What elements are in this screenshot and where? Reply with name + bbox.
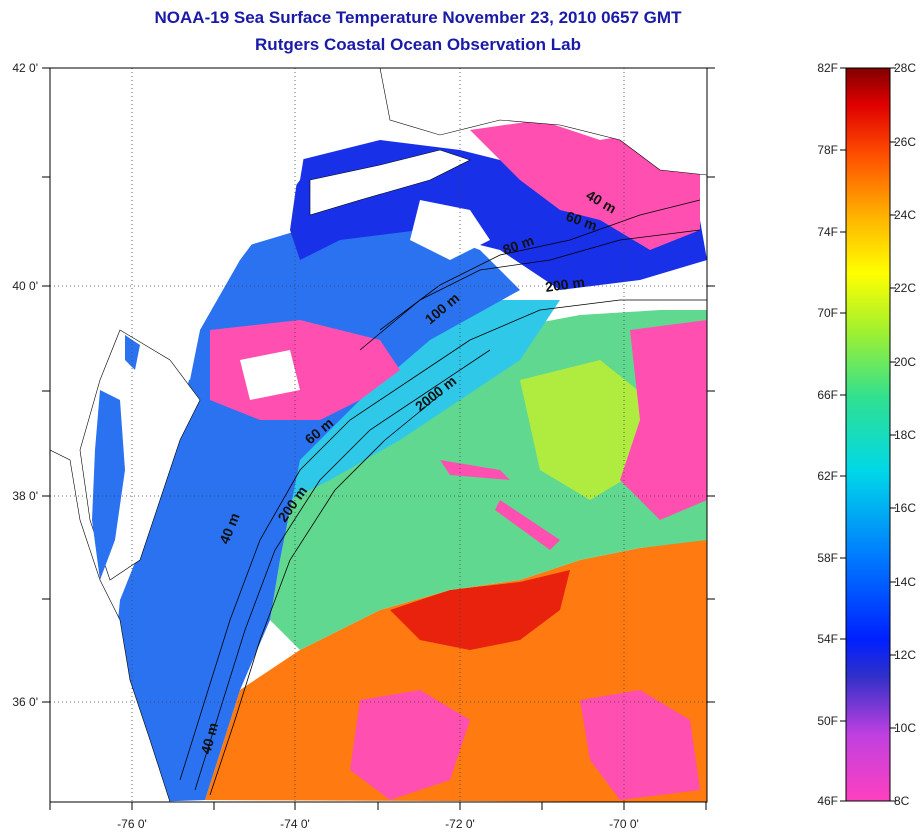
colorbar-ticks — [840, 67, 896, 802]
map-ticks — [42, 67, 715, 810]
colorbar-c-label: 24C — [894, 208, 916, 222]
colorbar-f-label: 50F — [817, 714, 838, 728]
colorbar: 82F 78F 74F 70F 66F 62F 58F 54F 50F 46F … — [817, 61, 916, 808]
cloud-streak-2 — [495, 500, 560, 550]
colorbar-f-label: 70F — [817, 306, 838, 320]
lon-tick-label: -74 0' — [280, 817, 310, 831]
sst-map: 40 m 60 m 80 m 200 m 100 m 60 m 2000 m 2… — [50, 68, 707, 802]
isobath-label-200-ne: 200 m — [544, 274, 586, 295]
colorbar-c-label: 26C — [894, 135, 916, 149]
gulfstream-region — [205, 540, 707, 802]
colorbar-f-label: 58F — [817, 551, 838, 565]
colorbar-f-label: 74F — [817, 225, 838, 239]
cloud-land-patch — [410, 200, 490, 260]
lon-tick-label: -76 0' — [117, 817, 147, 831]
colorbar-f-label: 46F — [817, 794, 838, 808]
lat-tick-label: 40 0' — [12, 279, 38, 293]
cloud-land-patch-2 — [240, 350, 300, 400]
cloud-southeast — [580, 690, 700, 800]
colorbar-c-label: 22C — [894, 281, 916, 295]
cloud-south — [350, 690, 470, 800]
warm-green-patch — [520, 360, 650, 500]
lat-tick-label: 42 0' — [12, 61, 38, 75]
delaware-bay — [125, 335, 140, 370]
cloud-east — [620, 320, 707, 520]
title-line-1: NOAA-19 Sea Surface Temperature November… — [154, 8, 682, 27]
cyan-slope-band — [290, 300, 560, 500]
cloud-streak-1 — [440, 460, 510, 480]
isobath-label-40-south: 40 m — [197, 721, 221, 756]
colorbar-c-label: 10C — [894, 721, 916, 735]
lon-tick-label: -72 0' — [445, 817, 475, 831]
lon-tick-label: -70 0' — [609, 817, 639, 831]
colorbar-c-label: 14C — [894, 575, 916, 589]
colorbar-c-label: 28C — [894, 61, 916, 75]
colorbar-c-label: 12C — [894, 648, 916, 662]
colorbar-f-label: 62F — [817, 469, 838, 483]
land-new-england — [379, 68, 707, 176]
title-line-2: Rutgers Coastal Ocean Observation Lab — [255, 35, 581, 54]
land-long-island — [309, 149, 471, 216]
colorbar-c-label: 16C — [894, 501, 916, 515]
gulfstream-core — [390, 570, 570, 650]
graticule — [50, 68, 707, 802]
colorbar-f-label: 54F — [817, 632, 838, 646]
lat-tick-label: 38 0' — [12, 489, 38, 503]
colorbar-f-label: 78F — [817, 143, 838, 157]
isobath-lines — [179, 199, 707, 796]
chesapeake-bay — [92, 390, 125, 580]
colorbar-c-label: 20C — [894, 355, 916, 369]
lat-tick-label: 36 0' — [12, 695, 38, 709]
colorbar-f-label: 66F — [817, 388, 838, 402]
colorbar-gradient — [845, 67, 891, 802]
land-mid-atlantic — [50, 68, 310, 450]
colorbar-c-label: 18C — [894, 428, 916, 442]
colorbar-f-label: 82F — [817, 61, 838, 75]
colorbar-c-label: 8C — [894, 794, 910, 808]
land-virginia — [50, 449, 171, 802]
